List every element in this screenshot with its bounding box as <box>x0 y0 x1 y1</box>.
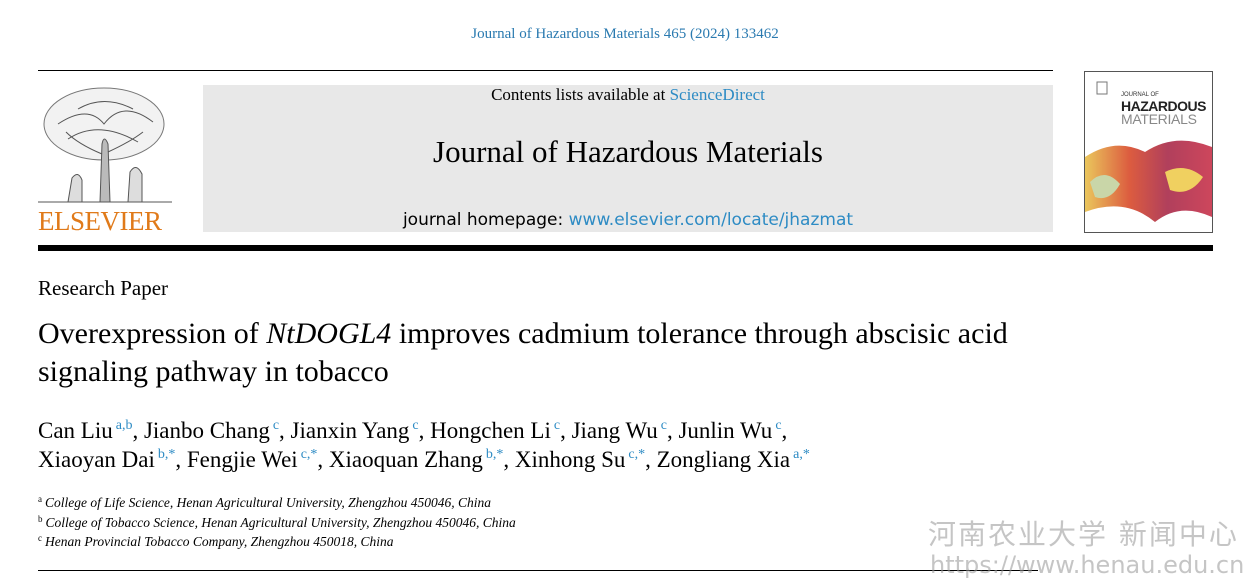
author-separator: , <box>503 447 510 472</box>
author-affiliation-mark: b,* <box>157 447 176 462</box>
author-name: Fengjie Wei <box>186 447 298 472</box>
title-text: improves cadmium tolerance through absci… <box>38 317 1008 388</box>
watermark-url: https://www.henau.edu.cn <box>930 551 1244 579</box>
author-affiliation-mark: a,* <box>793 447 810 462</box>
title-gene: NtDOGL4 <box>266 317 392 350</box>
author-name: Xinhong Su <box>514 447 626 472</box>
author-affiliation-mark: b,* <box>485 447 504 462</box>
affiliation-key: c <box>38 533 42 543</box>
author: Xiaoyan Dai b,*, <box>38 447 181 472</box>
author-separator: , <box>666 418 673 443</box>
author-affiliation-mark: c <box>775 418 782 433</box>
author-name: Jianxin Yang <box>290 418 410 443</box>
author: Jianxin Yang c, <box>291 418 425 443</box>
author-line: Xiaoyan Dai b,*, Fengjie Wei c,*, Xiaoquan… <box>38 447 810 473</box>
author-name: Can Liu <box>38 418 113 443</box>
author-line: Can Liu a,b, Jianbo Chang c, Jianxin Yang c… <box>38 418 787 444</box>
author: Junlin Wu c, <box>678 418 787 443</box>
contents-prefix: Contents lists available at <box>491 85 666 104</box>
affiliations: a College of Life Science, Henan Agricult… <box>38 493 516 552</box>
author-affiliation-mark: c <box>272 418 280 433</box>
author: Fengjie Wei c,*, <box>187 447 323 472</box>
author-name: Hongchen Li <box>430 418 551 443</box>
cover-art <box>1085 81 1212 222</box>
author-affiliation-mark: c <box>553 418 561 433</box>
homepage-line: journal homepage: www.elsevier.com/locat… <box>203 210 1053 230</box>
author-separator: , <box>560 418 566 443</box>
author-name: Xiaoyan Dai <box>38 447 155 472</box>
affiliation-key: b <box>38 513 43 524</box>
sciencedirect-link[interactable]: ScienceDirect <box>669 85 765 104</box>
watermark-name: 河南农业大学 新闻中心 <box>928 518 1239 551</box>
author: Jianbo Chang c, <box>144 418 285 443</box>
author: Can Liu a,b, <box>38 418 138 443</box>
author: Xinhong Su c,*, <box>515 447 651 472</box>
affiliation-text: College of Tobacco Science, Henan Agricu… <box>45 514 516 530</box>
author-separator: , <box>132 418 139 443</box>
author-separator: , <box>781 418 788 443</box>
title-text: Overexpression of <box>38 317 259 350</box>
contents-line: Contents lists available at ScienceDirec… <box>203 85 1053 105</box>
affiliation-key: a <box>38 494 42 504</box>
elsevier-tree-logo <box>38 87 172 203</box>
affiliation: a College of Life Science, Henan Agricult… <box>38 493 516 513</box>
author-affiliation-mark: c,* <box>300 447 318 462</box>
author-separator: , <box>645 447 651 472</box>
author-affiliation-mark: c <box>660 418 667 433</box>
author-name: Junlin Wu <box>678 418 773 443</box>
affiliation: c Henan Provincial Tobacco Company, Zheng… <box>38 532 516 552</box>
top-rule <box>38 70 1053 71</box>
journal-banner <box>203 85 1053 232</box>
author-name: Zongliang Xia <box>656 447 791 472</box>
cover-line: JOURNAL OF <box>1121 92 1159 98</box>
author-name: Jianbo Chang <box>143 418 270 443</box>
affiliation: b College of Tobacco Science, Henan Agric… <box>38 513 516 533</box>
author: Zongliang Xia a,* <box>657 447 810 472</box>
citation[interactable]: Journal of Hazardous Materials 465 (2024… <box>471 26 779 42</box>
article-title: Overexpression of NtDOGL4 improves cadmi… <box>38 315 1068 391</box>
homepage-link[interactable]: www.elsevier.com/locate/jhazmat <box>568 210 854 230</box>
journal-cover[interactable]: JOURNAL OF HAZARDOUS MATERIALS <box>1084 71 1213 233</box>
author-separator: , <box>175 447 182 472</box>
affiliation-text: College of Life Science, Henan Agricultu… <box>45 495 491 510</box>
author-affiliation-mark: c,* <box>628 447 646 462</box>
author-name: Xiaoquan Zhang <box>328 447 483 472</box>
publisher-name: ELSEVIER <box>38 206 162 236</box>
article-type: Research Paper <box>38 276 169 300</box>
homepage-prefix: journal homepage: <box>402 210 564 230</box>
affiliation-text: Henan Provincial Tobacco Company, Zhengz… <box>45 534 394 549</box>
author-affiliation-mark: a,b <box>115 418 133 433</box>
author-name: Jiang Wu <box>571 418 658 443</box>
header-bar <box>38 245 1213 251</box>
journal-title: Journal of Hazardous Materials <box>433 134 823 169</box>
author-separator: , <box>279 418 285 443</box>
author-separator: , <box>418 418 425 443</box>
author: Hongchen Li c, <box>430 418 566 443</box>
author-affiliation-mark: c <box>412 418 419 433</box>
author: Xiaoquan Zhang b,*, <box>329 447 509 472</box>
author: Jiang Wu c, <box>572 418 673 443</box>
bottom-rule <box>38 570 1038 571</box>
author-separator: , <box>317 447 324 472</box>
cover-line: MATERIALS <box>1121 111 1197 127</box>
cover-line: HAZARDOUS <box>1121 98 1206 114</box>
